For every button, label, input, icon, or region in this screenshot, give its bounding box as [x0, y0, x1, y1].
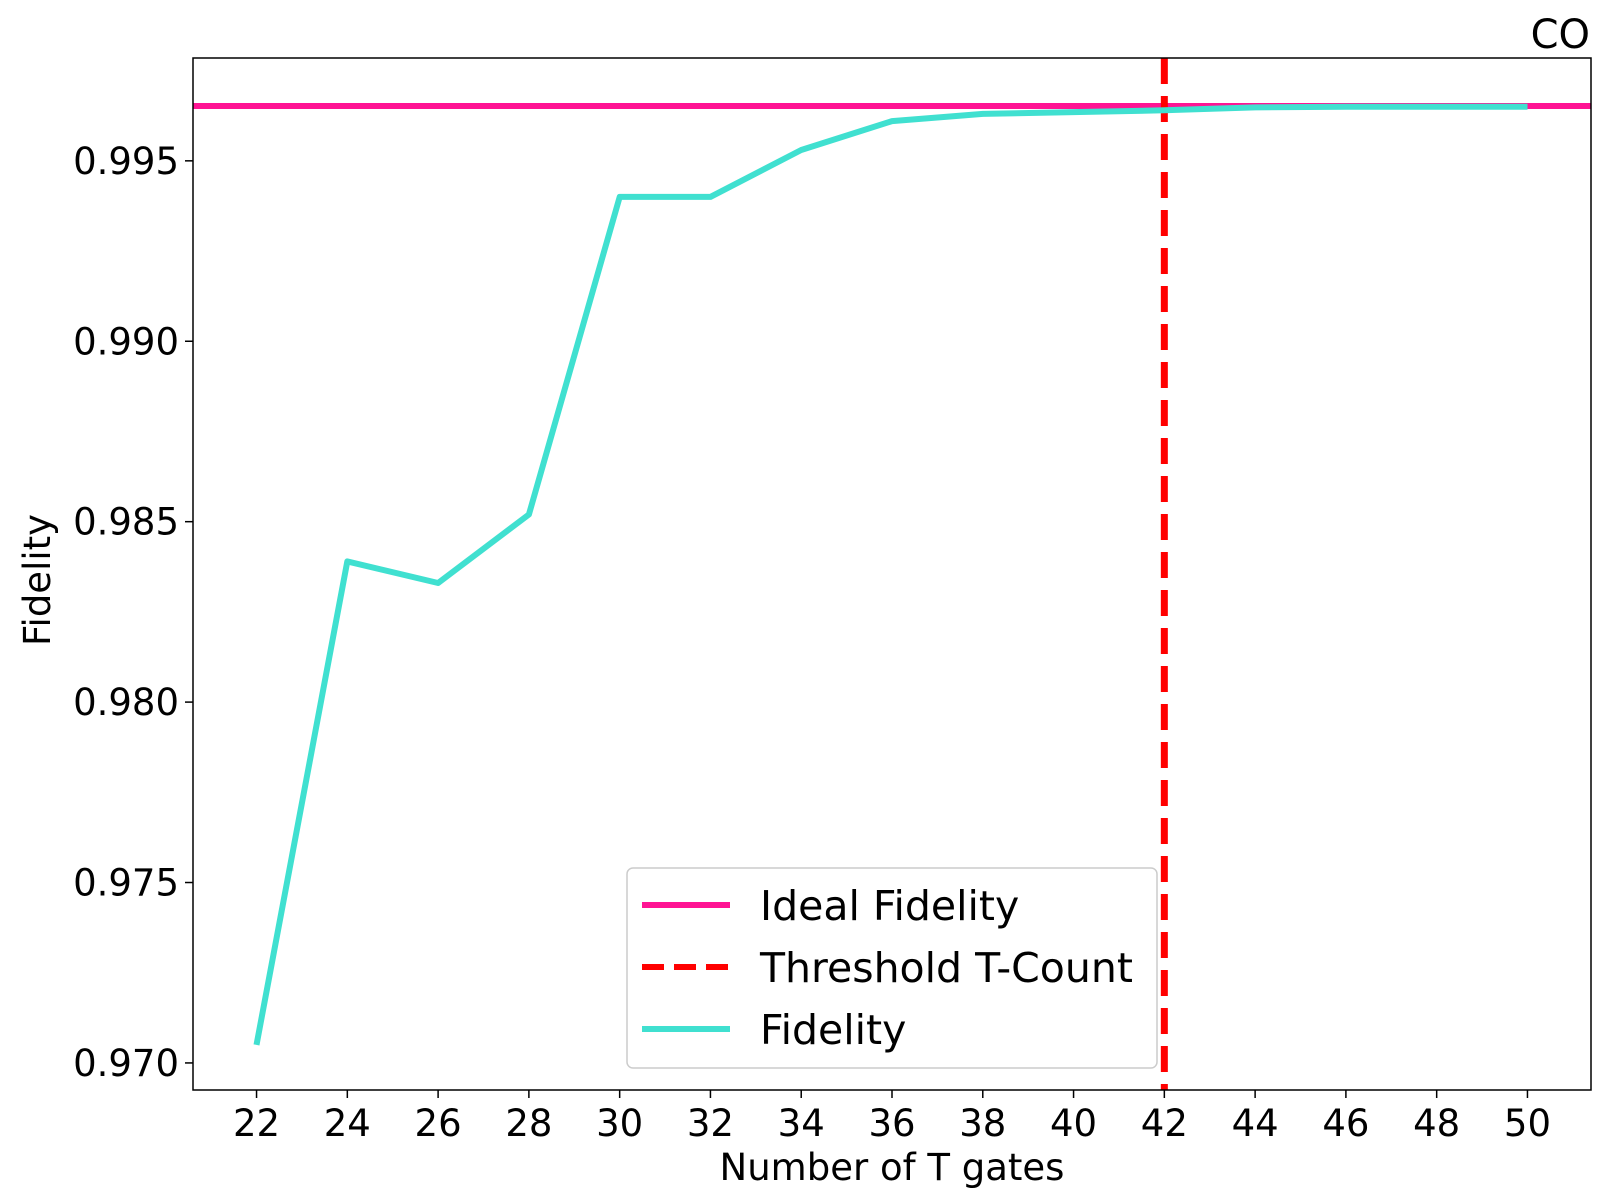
x-tick-label: 38 — [959, 1102, 1006, 1145]
corner-label: CO — [1531, 12, 1590, 58]
x-axis-label: Number of T gates — [720, 1146, 1065, 1189]
y-tick-label: 0.975 — [73, 862, 179, 905]
y-tick-label: 0.970 — [73, 1042, 179, 1085]
series-layer — [193, 58, 1591, 1090]
x-tick-label: 24 — [324, 1102, 371, 1145]
x-tick-label: 44 — [1232, 1102, 1279, 1145]
legend-label-threshold-t-count: Threshold T-Count — [759, 944, 1133, 992]
x-tick-label: 46 — [1322, 1102, 1369, 1145]
x-tick-label: 22 — [233, 1102, 280, 1145]
y-axis-label: Fidelity — [16, 514, 59, 646]
legend-label-ideal-fidelity: Ideal Fidelity — [760, 882, 1019, 930]
x-tick-label: 26 — [415, 1102, 462, 1145]
x-tick-label: 50 — [1504, 1102, 1551, 1145]
y-tick-label: 0.990 — [73, 320, 179, 363]
fidelity-series-line — [253, 103, 1528, 1046]
x-tick-label: 48 — [1413, 1102, 1460, 1145]
x-axis-ticks: 22 24 26 28 30 32 34 36 38 40 42 44 46 48 50 — [233, 1090, 1551, 1145]
legend-box — [626, 867, 1158, 1069]
y-tick-label: 0.985 — [73, 501, 179, 544]
x-tick-label: 32 — [687, 1102, 734, 1145]
x-tick-label: 28 — [505, 1102, 552, 1145]
x-tick-label: 42 — [1141, 1102, 1188, 1145]
x-tick-label: 40 — [1050, 1102, 1097, 1145]
y-axis-ticks: 0.970 0.975 0.980 0.985 0.990 0.995 — [73, 140, 193, 1085]
legend-label-fidelity: Fidelity — [760, 1006, 906, 1054]
x-tick-label: 34 — [778, 1102, 825, 1145]
legend: Ideal Fidelity Threshold T-Count Fidelity — [626, 867, 1158, 1069]
y-tick-label: 0.995 — [73, 140, 179, 183]
y-tick-label: 0.980 — [73, 681, 179, 724]
x-tick-label: 30 — [596, 1102, 643, 1145]
x-tick-label: 36 — [868, 1102, 915, 1145]
plot-area-frame — [192, 57, 1592, 1091]
